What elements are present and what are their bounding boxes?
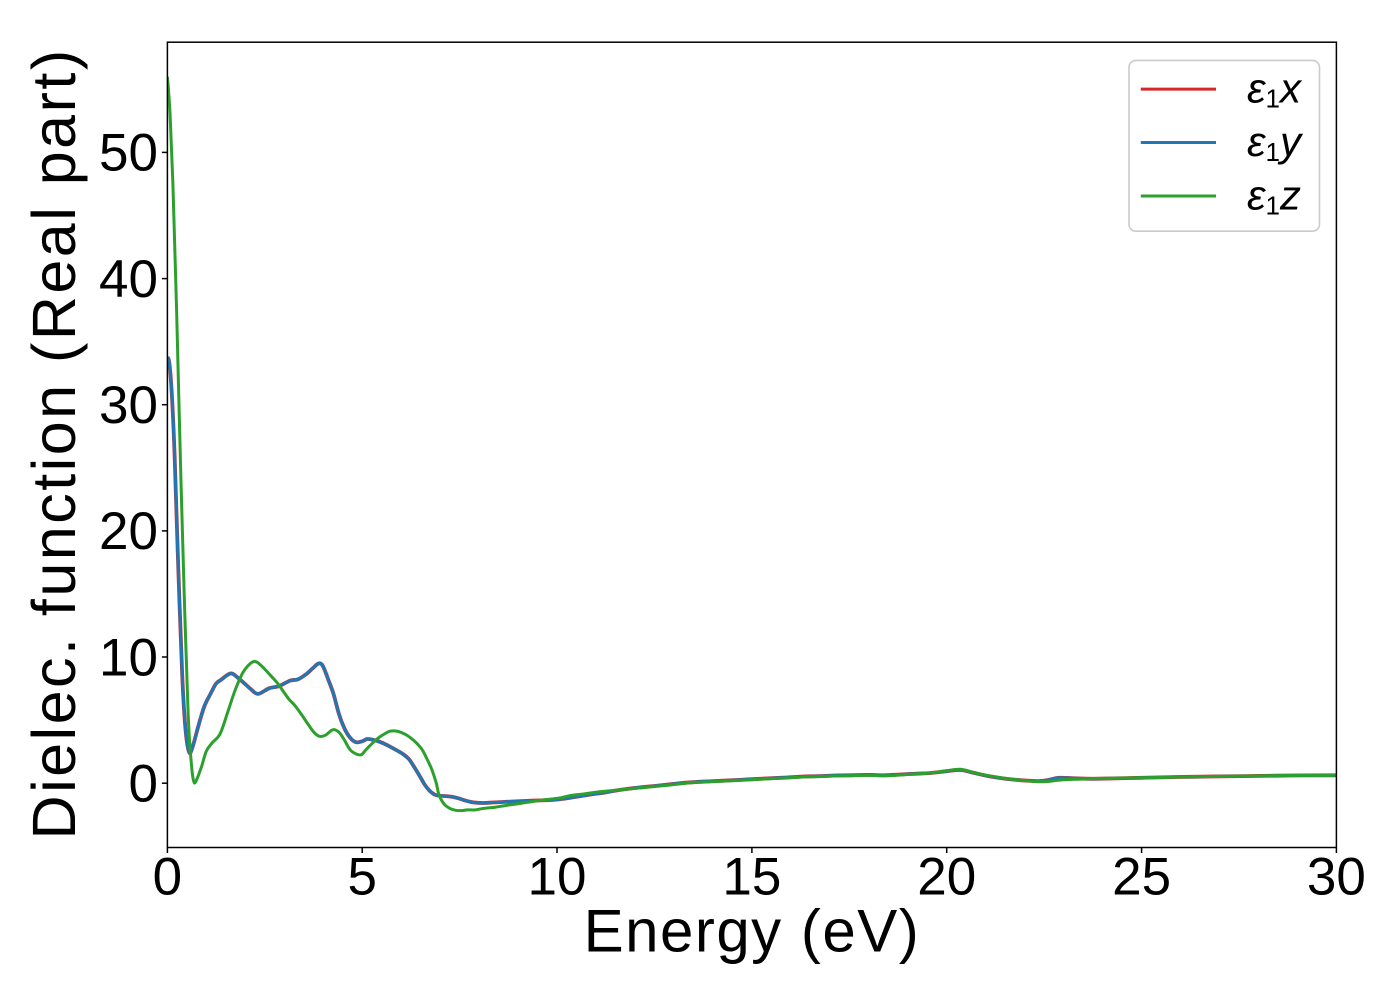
svg-text:30: 30 (1307, 848, 1366, 907)
svg-text:15: 15 (722, 848, 781, 907)
svg-text:0: 0 (129, 755, 158, 814)
svg-text:20: 20 (917, 848, 976, 907)
svg-text:Dielec. function (Real part): Dielec. function (Real part) (20, 47, 88, 839)
svg-text:25: 25 (1112, 848, 1171, 907)
svg-text:20: 20 (99, 502, 158, 561)
svg-text:30: 30 (99, 376, 158, 435)
svg-text:10: 10 (528, 848, 587, 907)
svg-text:0: 0 (153, 848, 182, 907)
svg-text:Energy (eV): Energy (eV) (584, 898, 921, 965)
svg-text:50: 50 (99, 124, 158, 183)
svg-text:40: 40 (99, 250, 158, 309)
svg-text:5: 5 (347, 848, 376, 907)
svg-text:10: 10 (99, 628, 158, 687)
svg-text:ε1y: ε1y (1247, 118, 1304, 167)
